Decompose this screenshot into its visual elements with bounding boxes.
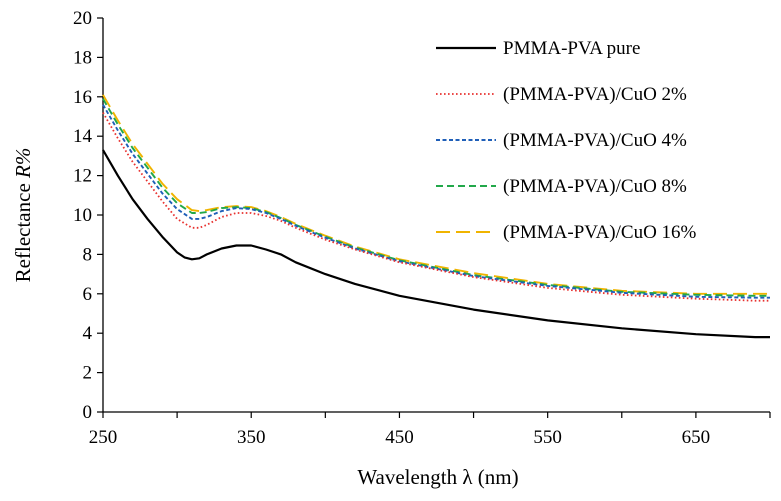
legend-label-4: (PMMA-PVA)/CuO 8%: [503, 176, 687, 197]
series-line-2: [102, 112, 770, 302]
axes-layer: 0 2 4 6 8 10 12 14 16 18 20 250 350 450 550 650: [73, 8, 771, 448]
legend: PMMA-PVA pure (PMMA-PVA)/CuO 2% (PMMA-PVA)…: [436, 38, 697, 243]
y-tick-label: 6: [83, 284, 93, 305]
series-line-1: [102, 149, 770, 339]
legend-label-5: (PMMA-PVA)/CuO 16%: [503, 222, 697, 243]
y-tick-label: 12: [73, 166, 92, 187]
legend-label-1: PMMA-PVA pure: [503, 38, 640, 59]
series-line-3: [102, 104, 770, 299]
x-tick-label: 650: [682, 427, 711, 448]
y-tick-label: 20: [73, 8, 92, 29]
y-tick-label: 18: [73, 47, 92, 68]
series-line-4: [102, 98, 770, 297]
x-tick-label: 550: [533, 427, 562, 448]
y-axis-title-main: Reflectance: [11, 178, 35, 282]
y-tick-label: 10: [73, 205, 92, 226]
legend-label-2: (PMMA-PVA)/CuO 2%: [503, 84, 687, 105]
x-axis-title: Wavelength λ (nm): [357, 465, 518, 489]
y-tick-label: 4: [83, 323, 93, 344]
y-tick-label: 0: [83, 402, 93, 423]
x-tick-label: 350: [237, 427, 266, 448]
y-tick-label: 8: [83, 244, 93, 265]
y-tick-label: 2: [83, 363, 93, 384]
y-axis-title: Reflectance R%: [11, 148, 35, 283]
y-axis-title-symbol: R%: [11, 148, 35, 179]
y-tick-label: 16: [73, 87, 92, 108]
y-tick-label: 14: [73, 126, 93, 147]
x-tick-label: 250: [89, 427, 118, 448]
legend-label-3: (PMMA-PVA)/CuO 4%: [503, 130, 687, 151]
series-layer: [102, 94, 770, 339]
x-tick-label: 450: [385, 427, 414, 448]
series-line-5: [102, 94, 770, 295]
